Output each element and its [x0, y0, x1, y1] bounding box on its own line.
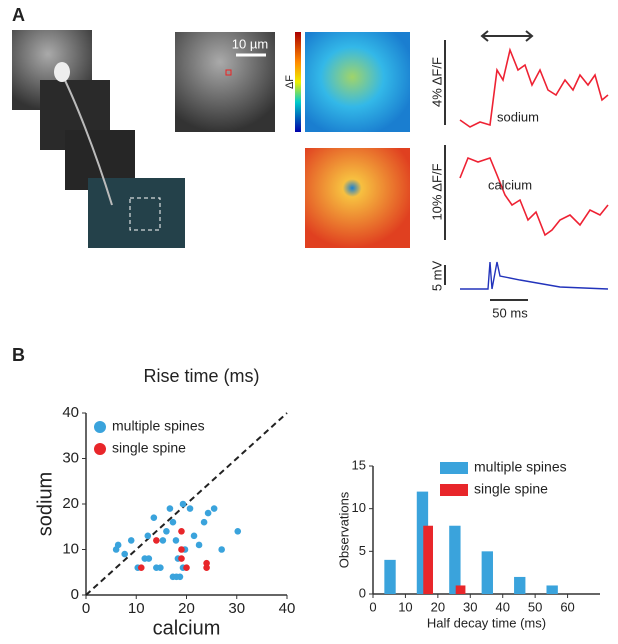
colorbar-label: ΔF	[284, 75, 296, 89]
point	[157, 564, 164, 571]
x-tick-label: 20	[178, 600, 195, 617]
y-tick-label: 30	[62, 449, 79, 466]
traces	[444, 30, 609, 301]
dendrite-image	[175, 32, 275, 132]
point	[218, 546, 225, 553]
point	[150, 514, 158, 521]
x-tick-label: 30	[228, 600, 245, 617]
y-axis-label: Observations	[336, 491, 351, 568]
point	[204, 509, 212, 517]
time-scale: 50 ms	[492, 305, 528, 320]
x-tick-label: 0	[82, 600, 90, 617]
bar	[384, 559, 396, 594]
point	[172, 537, 180, 544]
x-tick-label: 40	[495, 599, 509, 614]
x-tick-label: 30	[463, 599, 477, 614]
point	[178, 555, 185, 562]
x-tick-label: 50	[528, 599, 542, 614]
calcium-scale: 10% ΔF/F	[429, 163, 444, 220]
sodium-scale: 4% ΔF/F	[429, 57, 444, 107]
point	[121, 550, 128, 558]
point	[153, 537, 160, 544]
point	[114, 541, 122, 549]
voltage-scale: 5 mV	[429, 261, 444, 292]
legend-swatch	[94, 443, 106, 455]
bar	[455, 585, 466, 594]
calcium-label: calcium	[488, 177, 532, 192]
y-tick-label: 5	[359, 543, 366, 558]
point	[186, 505, 194, 512]
bar	[423, 525, 433, 594]
point	[145, 555, 153, 562]
point	[210, 505, 218, 512]
identity-line	[85, 412, 288, 596]
sodium-label: sodium	[497, 109, 539, 124]
calcium-map	[305, 148, 410, 248]
roi-marker	[225, 69, 232, 76]
point	[200, 518, 208, 526]
bar	[416, 491, 429, 594]
point	[144, 532, 152, 540]
colorbar	[295, 32, 301, 132]
legend-swatch	[94, 421, 106, 433]
point	[166, 505, 174, 512]
chart-title: Rise time (ms)	[144, 366, 260, 386]
x-axis-label: Half decay time (ms)	[427, 615, 546, 630]
y-tick-label: 15	[352, 457, 366, 472]
point	[137, 564, 145, 571]
bar	[514, 576, 526, 594]
point	[203, 559, 210, 567]
legend-swatch	[440, 484, 468, 496]
point	[178, 546, 185, 553]
sodium-map	[305, 32, 410, 132]
y-axis-label: sodium	[34, 472, 56, 536]
y-tick-label: 0	[359, 585, 366, 600]
point	[179, 500, 187, 508]
legend-label: multiple spines	[112, 418, 205, 434]
point	[127, 537, 135, 544]
legend-label: multiple spines	[474, 459, 567, 475]
legend-label: single spine	[112, 440, 186, 456]
bar	[546, 585, 558, 594]
x-tick-label: 10	[398, 599, 412, 614]
x-tick-label: 40	[279, 600, 296, 617]
point	[159, 537, 167, 544]
point	[190, 532, 198, 540]
x-axis-label: calcium	[153, 617, 221, 639]
x-tick-label: 0	[369, 599, 376, 614]
legend-swatch	[440, 462, 468, 474]
point	[178, 528, 185, 535]
point	[234, 528, 242, 535]
y-tick-label: 10	[62, 540, 79, 557]
point	[203, 564, 210, 571]
legend-label: single spine	[474, 481, 548, 497]
y-tick-label: 0	[71, 586, 79, 603]
y-tick-label: 40	[62, 404, 79, 421]
point	[163, 528, 170, 535]
point	[183, 564, 190, 571]
x-tick-label: 20	[431, 599, 445, 614]
point	[176, 573, 184, 581]
panel-label: B	[12, 345, 25, 365]
bar	[449, 525, 461, 594]
point	[195, 541, 203, 549]
panel-label: A	[12, 5, 25, 25]
bar	[481, 551, 493, 594]
scale-bar-label: 10 µm	[232, 36, 268, 51]
y-tick-label: 20	[62, 495, 79, 512]
x-tick-label: 60	[560, 599, 574, 614]
y-tick-label: 10	[352, 500, 366, 515]
x-tick-label: 10	[128, 600, 145, 617]
point	[169, 518, 177, 526]
neuron-image	[12, 30, 185, 248]
